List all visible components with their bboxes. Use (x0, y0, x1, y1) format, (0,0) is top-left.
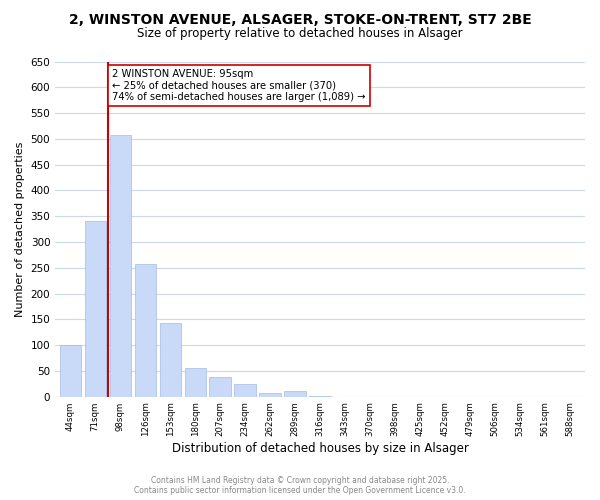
Bar (160, 324, 181, 396)
Bar (209, 377, 231, 396)
Bar (110, 135, 131, 396)
Bar (59, 345, 81, 397)
Bar (259, 392, 281, 396)
X-axis label: Distribution of detached houses by size in Alsager: Distribution of detached houses by size … (172, 442, 469, 455)
Text: 2, WINSTON AVENUE, ALSAGER, STOKE-ON-TRENT, ST7 2BE: 2, WINSTON AVENUE, ALSAGER, STOKE-ON-TRE… (68, 12, 532, 26)
Y-axis label: Number of detached properties: Number of detached properties (15, 142, 25, 317)
Bar (185, 368, 206, 396)
Text: 2 WINSTON AVENUE: 95sqm
← 25% of detached houses are smaller (370)
74% of semi-d: 2 WINSTON AVENUE: 95sqm ← 25% of detache… (112, 69, 365, 102)
Bar (85, 222, 106, 396)
Text: Contains HM Land Registry data © Crown copyright and database right 2025.
Contai: Contains HM Land Registry data © Crown c… (134, 476, 466, 495)
Bar (235, 384, 256, 396)
Text: Size of property relative to detached houses in Alsager: Size of property relative to detached ho… (137, 28, 463, 40)
Bar (284, 390, 306, 396)
Bar (134, 264, 156, 396)
